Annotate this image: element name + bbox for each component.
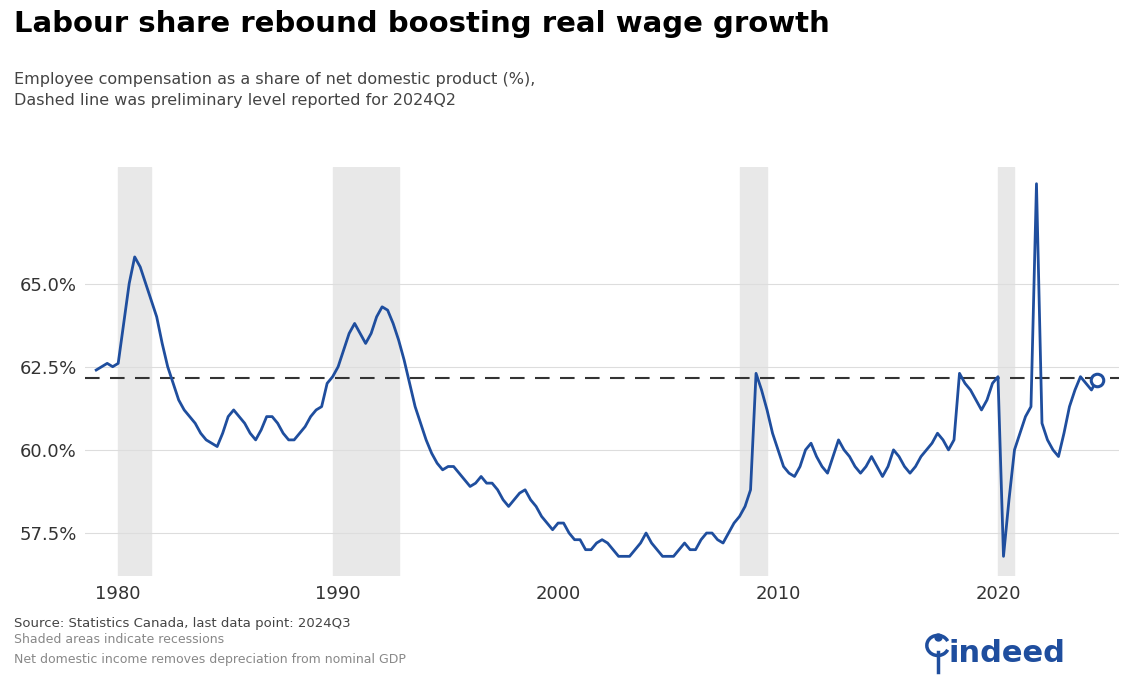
Text: Source: Statistics Canada, last data point: 2024Q3: Source: Statistics Canada, last data poi… (14, 617, 350, 629)
Text: Employee compensation as a share of net domestic product (%),
Dashed line was pr: Employee compensation as a share of net … (14, 72, 535, 108)
Text: Labour share rebound boosting real wage growth: Labour share rebound boosting real wage … (14, 10, 829, 38)
Bar (999, 167, 1014, 576)
Bar (740, 167, 767, 576)
Text: indeed: indeed (949, 639, 1066, 668)
Bar (118, 167, 151, 576)
Text: Net domestic income removes depreciation from nominal GDP: Net domestic income removes depreciation… (14, 653, 406, 666)
Bar (333, 167, 399, 576)
Text: Shaded areas indicate recessions: Shaded areas indicate recessions (14, 633, 224, 646)
